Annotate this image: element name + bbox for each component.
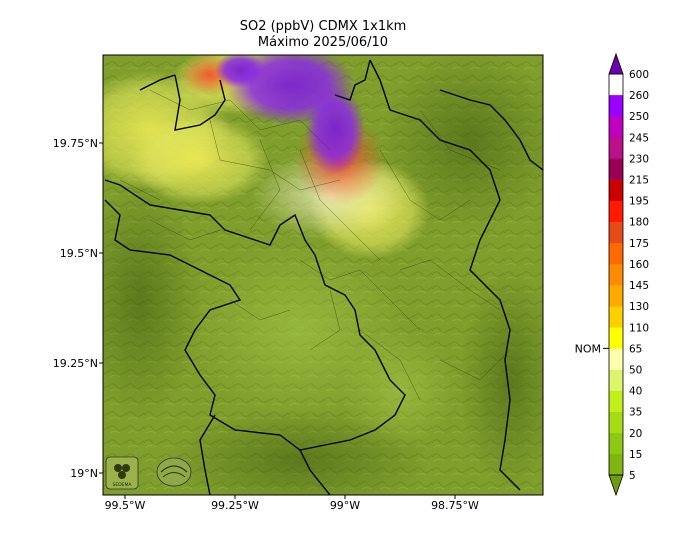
colorbar: 5 15 20 35 40 50 65 110 130 145 160 175 180 195 215 230… <box>575 52 649 497</box>
longitude-axis: 99.5°W 99.25°W 99°W 98.75°W <box>105 495 479 512</box>
colorbar-segment <box>609 158 623 180</box>
colorbar-segment <box>609 432 623 455</box>
lat-tick-label: 19.75°N <box>53 137 98 150</box>
lat-tick-label: 19.25°N <box>53 357 98 370</box>
colorbar-segment <box>609 348 623 370</box>
colorbar-tick-label: 175 <box>629 238 649 250</box>
lon-tick-label: 99.25°W <box>211 499 259 512</box>
colorbar-tick-label: 65 <box>629 343 642 355</box>
colorbar-segment <box>609 137 623 159</box>
colorbar-tick-label: 250 <box>629 111 649 123</box>
colorbar-upper-extend <box>608 52 624 75</box>
colorbar-tick-label: 130 <box>629 301 649 313</box>
colorbar-segment <box>609 453 623 476</box>
nom-label: NOM <box>575 342 601 355</box>
colorbar-segment <box>609 306 623 328</box>
colorbar-tick-label: 600 <box>629 69 649 81</box>
colorbar-tick-label: 50 <box>629 364 642 376</box>
colorbar-tick-label: 160 <box>629 259 649 271</box>
plume-yellow <box>130 115 270 205</box>
map-subtitle: Máximo 2025/06/10 <box>257 35 389 50</box>
terrain-shade <box>460 270 543 490</box>
colorbar-tick-label: 195 <box>629 196 649 208</box>
colorbar-tick-label: 230 <box>629 153 649 165</box>
colorbar-tick-label: 245 <box>629 132 649 144</box>
colorbar-segment <box>609 263 623 286</box>
latitude-axis: 19.75°N 19.5°N 19.25°N 19°N <box>53 137 103 480</box>
colorbar-segment <box>609 327 623 349</box>
state-boundaries <box>104 59 543 495</box>
lon-tick-label: 98.75°W <box>431 499 479 512</box>
plume-purple <box>305 85 365 175</box>
colorbar-segment <box>609 369 623 391</box>
colorbar-segment <box>609 242 623 265</box>
atmosfera-logo <box>156 457 192 487</box>
colorbar-tick-label: 110 <box>629 322 649 334</box>
lat-tick-label: 19°N <box>70 467 98 480</box>
plume-purple <box>215 55 265 88</box>
colorbar-frame <box>608 73 624 476</box>
map-frame <box>102 54 544 496</box>
map-area: SEDEMA <box>102 54 544 496</box>
colorbar-tick-label: 15 <box>629 449 642 461</box>
colorbar-tick-label: 40 <box>629 386 642 398</box>
colorbar-segment <box>609 200 623 223</box>
colorbar-segment <box>609 285 623 307</box>
colorbar-tick-label: 35 <box>629 407 642 419</box>
colorbar-segment <box>609 116 623 138</box>
colorbar-tick-label: 180 <box>629 217 649 229</box>
map-title: SO2 (ppbV) CDMX 1x1km <box>239 19 407 34</box>
colorbar-segment <box>609 390 623 412</box>
sedema-logo: SEDEMA <box>105 456 139 490</box>
lat-tick-label: 19.5°N <box>60 247 98 260</box>
sedema-logo-text: SEDEMA <box>113 482 133 488</box>
colorbar-tick-label: 5 <box>629 470 636 482</box>
colorbar-tick-label: 145 <box>629 280 649 292</box>
colorbar-segment <box>609 411 623 434</box>
terrain-shade <box>103 180 200 420</box>
colorbar-lower-extend <box>608 474 624 497</box>
colorbar-segment <box>609 179 623 201</box>
colorbar-segment <box>609 221 623 244</box>
colorbar-tick-label: 260 <box>629 90 649 102</box>
lon-tick-label: 99.5°W <box>105 499 146 512</box>
colorbar-tick-label: 20 <box>629 428 642 440</box>
lon-tick-label: 99°W <box>330 499 360 512</box>
colorbar-segment <box>609 95 623 117</box>
colorbar-tick-label: 215 <box>629 175 649 187</box>
